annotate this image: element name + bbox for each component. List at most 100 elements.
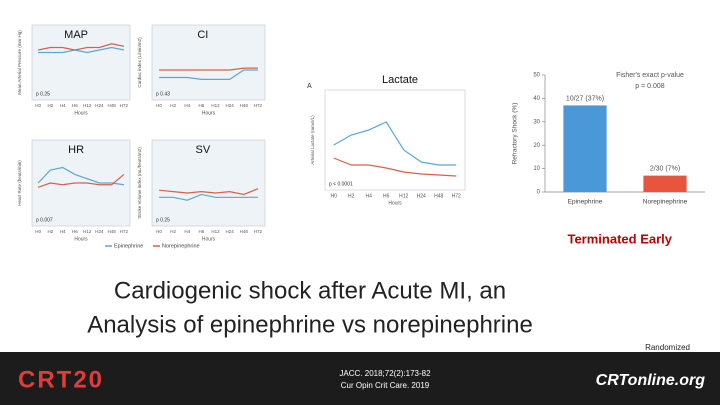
series-line <box>333 157 457 177</box>
y-tick-label: 10 <box>533 166 540 172</box>
p-value: p < 0.0001 <box>329 181 353 187</box>
x-tick-label: H12 <box>211 103 220 108</box>
reference: Cur Opin Crit Care. 2019 <box>341 381 430 390</box>
panel-title: CI <box>197 29 208 41</box>
status-label: Terminated Early <box>567 231 672 246</box>
x-axis-label: Hours <box>74 236 88 242</box>
x-axis-label: Hours <box>202 236 216 242</box>
x-axis-label: Hours <box>74 110 88 116</box>
value-label: 10/27 (37%) <box>566 95 604 102</box>
y-tick-label: 0 <box>537 190 541 196</box>
x-tick-label: H24 <box>95 103 104 108</box>
x-axis-label: Hours <box>388 200 402 206</box>
y-axis-label: Arterial Lactate (mmol/L) <box>310 115 315 165</box>
x-tick-label: H4 <box>60 229 66 234</box>
x-tick-label: H72 <box>254 229 263 234</box>
series-line <box>38 43 124 51</box>
x-tick-label: Norepinephrine <box>643 199 688 206</box>
x-tick-label: H2 <box>348 193 355 199</box>
x-tick-label: H72 <box>120 229 129 234</box>
bar <box>643 175 687 192</box>
design-label: Randomized <box>645 343 690 352</box>
x-tick-label: H24 <box>95 229 104 234</box>
p-value: p 0.007 <box>36 217 53 223</box>
x-tick-label: H2 <box>170 229 176 234</box>
x-tick-label: H6 <box>199 103 205 108</box>
series-line <box>159 69 258 80</box>
series-line <box>37 166 124 186</box>
x-tick-label: H72 <box>452 193 461 199</box>
x-axis-label: Hours <box>202 110 216 116</box>
legend-label: Norepinephrine <box>162 243 200 249</box>
y-axis-label: Cardiac index (L/min/m2) <box>137 37 142 88</box>
x-tick-label: H4 <box>184 229 190 234</box>
x-tick-label: H72 <box>254 103 263 108</box>
x-tick-label: H0 <box>156 103 162 108</box>
panel-title: MAP <box>64 29 88 41</box>
panel-title: Lactate <box>382 74 418 86</box>
x-tick-label: H24 <box>226 229 235 234</box>
footer-bar <box>0 352 720 405</box>
x-tick-label: H12 <box>83 229 92 234</box>
y-tick-label: 50 <box>533 73 540 79</box>
series-line <box>38 46 124 54</box>
x-tick-label: H2 <box>170 103 176 108</box>
series-line <box>37 173 125 188</box>
x-tick-label: H4 <box>60 103 66 108</box>
slide-title: Analysis of epinephrine vs norepinephrin… <box>87 311 533 338</box>
y-axis-label: Refractory Shock (%) <box>512 103 519 165</box>
x-tick-label: H48 <box>240 229 249 234</box>
y-tick-label: 30 <box>533 119 540 125</box>
panel-title: SV <box>196 144 211 156</box>
x-tick-label: H4 <box>366 193 373 199</box>
x-tick-label: H4 <box>184 103 190 108</box>
annotation: Fisher's exact p-value <box>616 72 684 79</box>
plot-area <box>31 24 131 101</box>
p-value: p 0.43 <box>156 91 170 97</box>
x-tick-label: H12 <box>211 229 220 234</box>
x-tick-label: H6 <box>199 229 205 234</box>
x-tick-label: H48 <box>107 103 116 108</box>
x-tick-label: H48 <box>240 103 249 108</box>
x-tick-label: H2 <box>47 229 53 234</box>
series-line <box>159 188 259 196</box>
y-axis-label: Heart Rate (beats/min) <box>17 160 22 206</box>
panel-letter: A <box>307 83 312 90</box>
y-axis-label: Mean Arterial Pressure (mm Hg) <box>17 30 22 95</box>
x-tick-label: H48 <box>107 229 116 234</box>
panel-title: HR <box>68 144 84 156</box>
series-line <box>333 121 457 166</box>
y-tick-label: 20 <box>533 143 540 149</box>
value-label: 2/30 (7%) <box>650 165 680 172</box>
y-tick-label: 40 <box>533 96 540 102</box>
series-line <box>159 193 258 201</box>
x-tick-label: H48 <box>434 193 443 199</box>
series-line <box>159 67 258 71</box>
x-tick-label: H6 <box>383 193 390 199</box>
x-tick-label: H12 <box>399 193 408 199</box>
p-value: p 0.25 <box>36 91 50 97</box>
slide-title: Cardiogenic shock after Acute MI, an <box>114 277 506 304</box>
x-tick-label: H2 <box>47 103 53 108</box>
x-tick-label: H6 <box>72 229 78 234</box>
x-tick-label: H0 <box>156 229 162 234</box>
x-tick-label: H0 <box>331 193 338 199</box>
plot-area <box>151 24 266 101</box>
y-axis-label: Stroke Volume index (mL/beats/m2) <box>137 147 142 219</box>
bar <box>563 105 607 192</box>
x-tick-label: H0 <box>35 229 41 234</box>
reference: JACC. 2018;72(2):173-82 <box>339 369 431 378</box>
logo-left: CRT20 <box>18 366 104 393</box>
x-tick-label: H24 <box>226 103 235 108</box>
plot-area <box>151 139 266 227</box>
legend-label: Epinephrine <box>114 243 143 249</box>
annotation: p = 0.008 <box>635 83 664 90</box>
x-tick-label: H0 <box>35 103 41 108</box>
x-tick-label: H6 <box>72 103 78 108</box>
x-tick-label: H72 <box>120 103 129 108</box>
logo-right: CRTonline.org <box>596 372 706 389</box>
p-value: p 0.25 <box>156 217 170 223</box>
x-tick-label: H24 <box>417 193 426 199</box>
plot-area <box>324 89 466 191</box>
